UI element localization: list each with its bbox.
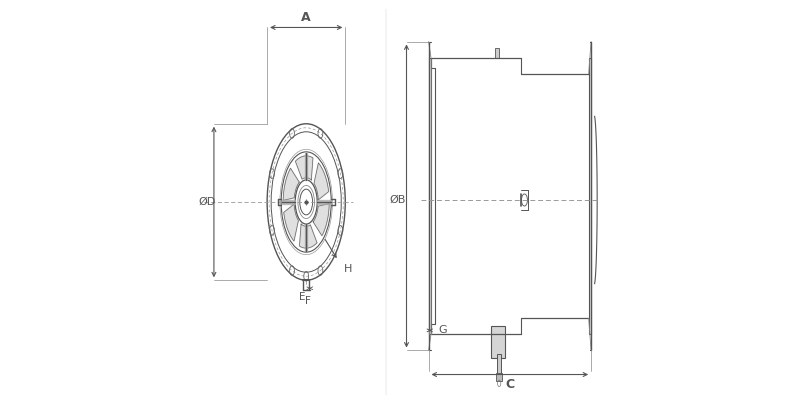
FancyBboxPatch shape xyxy=(498,354,502,375)
Polygon shape xyxy=(317,200,331,204)
FancyBboxPatch shape xyxy=(495,48,499,57)
FancyBboxPatch shape xyxy=(491,326,505,358)
Polygon shape xyxy=(305,224,307,251)
Text: ØB: ØB xyxy=(389,195,406,205)
Polygon shape xyxy=(284,204,299,241)
Polygon shape xyxy=(313,204,329,236)
Text: E: E xyxy=(299,292,306,302)
FancyBboxPatch shape xyxy=(497,372,502,381)
FancyBboxPatch shape xyxy=(589,57,591,335)
Text: G: G xyxy=(438,325,447,335)
Text: F: F xyxy=(306,296,311,306)
Text: H: H xyxy=(344,264,353,274)
Text: ØD: ØD xyxy=(198,197,215,207)
Polygon shape xyxy=(282,200,295,204)
Polygon shape xyxy=(283,168,299,200)
Polygon shape xyxy=(295,156,313,180)
Text: C: C xyxy=(506,378,515,391)
FancyBboxPatch shape xyxy=(429,57,431,335)
Text: A: A xyxy=(302,11,311,24)
Polygon shape xyxy=(314,163,328,200)
Polygon shape xyxy=(299,224,317,248)
Polygon shape xyxy=(305,153,307,180)
